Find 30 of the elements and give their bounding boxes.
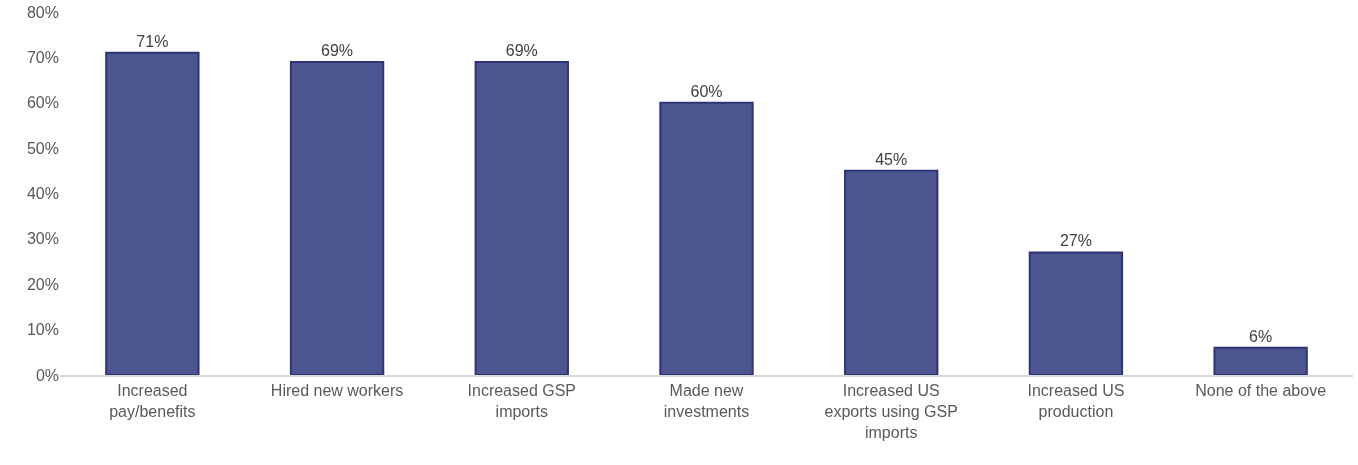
data-label: 6% bbox=[1249, 327, 1273, 345]
bar bbox=[1028, 251, 1124, 375]
x-tick-label: Increased US production bbox=[1027, 382, 1125, 420]
bar bbox=[1213, 346, 1308, 375]
y-tick-label: 50% bbox=[26, 139, 59, 157]
bar bbox=[844, 169, 939, 375]
bar bbox=[474, 60, 569, 375]
x-tick-label: Made new investments bbox=[663, 382, 750, 420]
x-tick-label: Hired new workers bbox=[270, 382, 404, 400]
bar bbox=[289, 60, 385, 375]
y-tick-label: 80% bbox=[26, 3, 59, 21]
x-tick-label: Increased GSP imports bbox=[467, 382, 577, 420]
data-label: 69% bbox=[505, 41, 538, 59]
x-tick-label: Increased pay/benefits bbox=[109, 382, 196, 420]
y-tick-label: 20% bbox=[26, 275, 59, 293]
x-tick-label: None of the above bbox=[1195, 382, 1327, 400]
bar bbox=[659, 101, 754, 375]
data-label: 45% bbox=[875, 150, 908, 168]
y-tick-label: 70% bbox=[26, 48, 59, 66]
x-tick-label: Increased US exports using GSP imports bbox=[824, 382, 958, 441]
data-label: 60% bbox=[690, 82, 723, 100]
y-tick-label: 0% bbox=[35, 366, 59, 384]
data-label: 71% bbox=[136, 32, 169, 50]
data-label: 27% bbox=[1059, 232, 1092, 250]
y-tick-label: 60% bbox=[26, 94, 59, 112]
y-tick-label: 30% bbox=[26, 230, 59, 248]
y-tick-label: 10% bbox=[26, 321, 59, 339]
y-tick-label: 40% bbox=[26, 185, 59, 203]
bar bbox=[105, 51, 200, 375]
data-label: 69% bbox=[321, 41, 354, 59]
